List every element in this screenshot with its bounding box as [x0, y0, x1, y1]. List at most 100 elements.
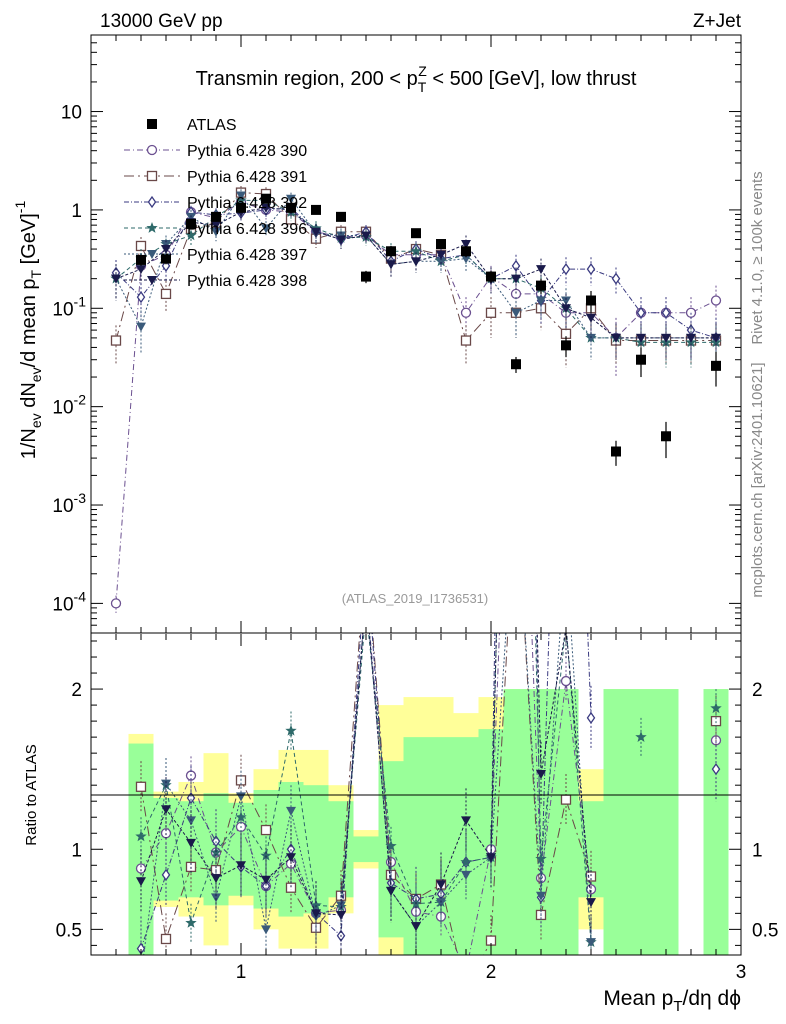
data-point — [136, 322, 146, 332]
ratio-point — [560, 675, 572, 687]
y-axis-label-main: 1/Nev dNev/d mean pT [GeV]-1 — [12, 201, 44, 460]
band-green — [603, 689, 629, 955]
data-point — [561, 340, 571, 351]
ratio-point — [186, 816, 196, 826]
ratio-point — [362, 540, 371, 549]
ratio-point — [461, 816, 471, 826]
data-point — [511, 308, 521, 318]
series-line — [115, 192, 716, 342]
rivet-version-text: Rivet 4.1.0, ≥ 100k events — [749, 171, 766, 344]
data-point — [161, 245, 171, 255]
data-point — [336, 211, 346, 222]
ratio-point — [511, 477, 521, 486]
data-point — [336, 235, 346, 245]
data-point — [436, 257, 446, 267]
data-point — [411, 228, 421, 239]
data-point — [661, 333, 671, 343]
data-point — [561, 263, 571, 276]
ratio-point — [462, 967, 471, 976]
data-point — [311, 204, 321, 215]
data-point — [511, 259, 521, 272]
chart-title: Transmin region, 200 < pTZ < 500 [GeV], … — [196, 63, 637, 95]
ratio-point — [136, 972, 146, 981]
ratio-point — [336, 901, 346, 911]
data-point — [236, 191, 246, 201]
band-green — [653, 689, 679, 955]
legend-label: Pythia 6.428 391 — [187, 169, 307, 186]
legend-marker — [146, 222, 158, 233]
ratio-series-6 — [136, 633, 596, 955]
y-tick-label: 10 — [61, 103, 82, 124]
ratio-point — [560, 794, 572, 805]
ratio-point — [486, 853, 496, 863]
y-tick-label: 10-3 — [52, 490, 86, 517]
ratio-point — [436, 880, 446, 890]
ratio-point — [635, 731, 647, 742]
data-point — [311, 227, 321, 237]
ratio-point — [385, 840, 397, 851]
ratio-y-tick-label-right: 1 — [752, 840, 763, 861]
data-point — [211, 221, 221, 231]
ratio-point — [336, 910, 346, 920]
data-point — [661, 431, 671, 442]
legend-label: Pythia 6.428 392 — [187, 195, 307, 212]
band-green — [353, 836, 379, 863]
ratio-point — [260, 849, 272, 861]
data-point — [386, 246, 396, 257]
legend-marker — [147, 119, 157, 129]
data-point — [511, 274, 521, 284]
analysis-tag: (ATLAS_2019_I1736531) — [342, 591, 488, 606]
legend-entry: Pythia 6.428 392 — [124, 195, 307, 212]
legend-label: Pythia 6.428 396 — [187, 221, 307, 238]
data-point — [361, 271, 371, 282]
data-point — [636, 333, 646, 343]
ratio-point — [135, 863, 147, 874]
ratio-point — [161, 868, 171, 882]
legend-marker — [147, 276, 157, 285]
legend-label: ATLAS — [187, 117, 237, 134]
data-point — [411, 257, 421, 267]
series-line — [115, 194, 716, 339]
ratio-point — [186, 838, 196, 848]
legend-entry: Pythia 6.428 396 — [124, 221, 307, 238]
data-point — [485, 307, 497, 318]
ratio-point — [286, 806, 296, 816]
data-point — [636, 306, 646, 319]
data-point — [211, 211, 221, 222]
data-point — [586, 263, 596, 276]
data-point — [110, 335, 122, 346]
legend-entry: Pythia 6.428 398 — [124, 273, 307, 290]
data-point — [461, 254, 471, 264]
legend-entry: ATLAS — [147, 117, 237, 134]
ratio-point — [261, 875, 271, 885]
ratio-point — [285, 724, 297, 736]
data-point — [611, 272, 621, 285]
ratio-point — [135, 830, 147, 842]
data-point — [136, 254, 146, 265]
legend: ATLAS Pythia 6.428 390 Pythia 6.428 391 Pyt… — [124, 117, 307, 290]
ratio-point — [512, 204, 521, 213]
legend-label: Pythia 6.428 390 — [187, 143, 307, 160]
ratio-point — [311, 909, 321, 919]
data-point — [611, 446, 621, 457]
data-point — [686, 333, 696, 343]
ratio-point — [260, 824, 272, 836]
data-point — [436, 250, 446, 260]
data-point — [161, 253, 171, 264]
ratio-point — [586, 938, 596, 948]
ratio-panel-series — [135, 204, 722, 981]
ratio-y-tick-label: 1 — [71, 840, 82, 861]
ratio-y-tick-label: 0.5 — [56, 920, 82, 941]
series-atlas — [136, 193, 721, 466]
ratio-point — [536, 769, 546, 779]
ratio-point — [461, 870, 471, 880]
data-point — [686, 323, 696, 337]
legend-label: Pythia 6.428 398 — [187, 273, 307, 290]
main-panel-series — [110, 186, 722, 613]
ratio-point — [185, 917, 197, 928]
ratio-point — [211, 893, 221, 903]
ratio-point — [586, 898, 596, 908]
ratio-point — [211, 874, 221, 884]
data-point — [636, 354, 646, 365]
